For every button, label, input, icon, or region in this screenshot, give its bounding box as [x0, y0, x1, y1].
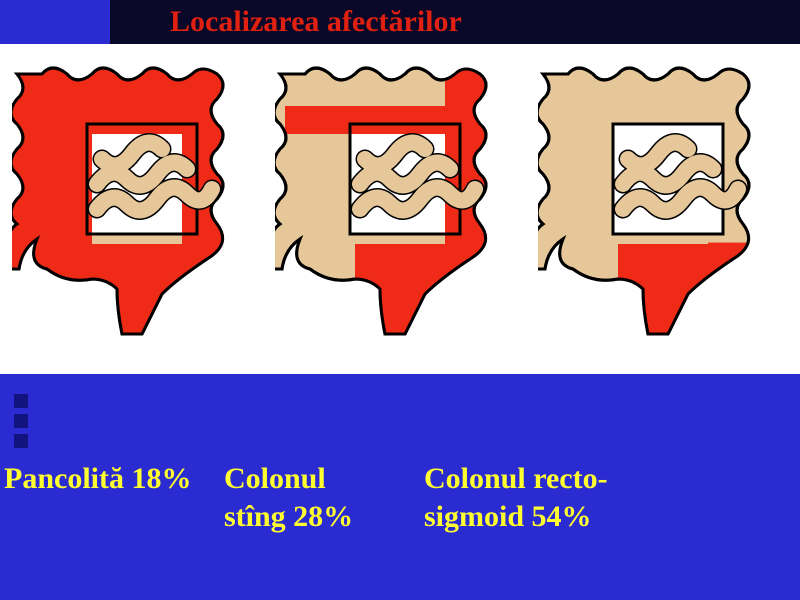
label-rectosigmoid: Colonul recto-sigmoid 54% [424, 460, 654, 535]
header-bar: Localizarea afectărilor [110, 0, 800, 44]
bullet-square-icon [14, 394, 28, 408]
slide-title: Localizarea afectărilor [170, 5, 462, 39]
label-colon-stang: Colonulstîng 28% [224, 460, 424, 535]
bullet-column [14, 394, 28, 448]
diagram-strip [0, 44, 800, 374]
bullet-square-icon [14, 414, 28, 428]
header: Localizarea afectărilor [0, 0, 800, 44]
colon-diagram-rectosigmoid [538, 54, 788, 364]
header-accent-block [0, 0, 110, 44]
label-pancolita: Pancolită 18% [4, 460, 224, 535]
bullet-square-icon [14, 434, 28, 448]
colon-diagram-pancolita [12, 54, 262, 364]
labels-row: Pancolită 18% Colonulstîng 28% Colonul r… [0, 460, 800, 535]
slide: Localizarea afectărilor Pancolită 18% Co… [0, 0, 800, 600]
colon-diagram-colon-stang [275, 54, 525, 364]
lower-panel: Pancolită 18% Colonulstîng 28% Colonul r… [0, 374, 800, 600]
